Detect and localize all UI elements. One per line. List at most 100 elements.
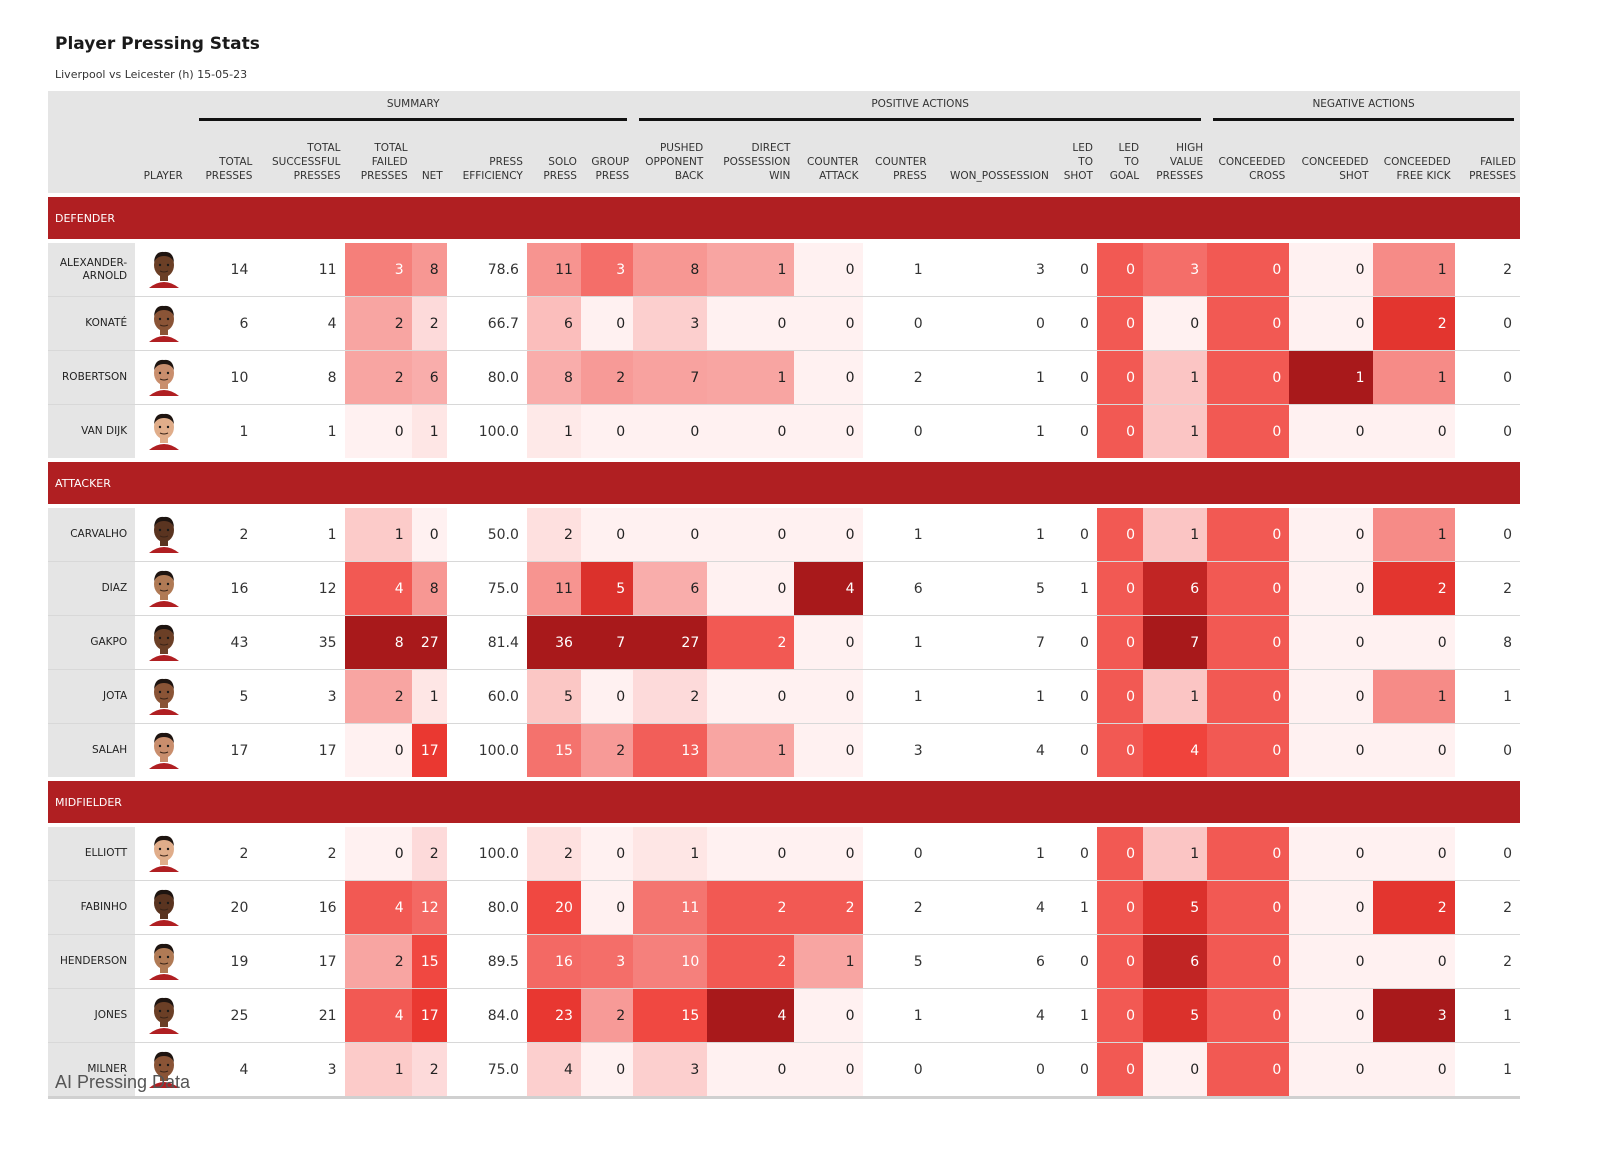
table-cell: 0: [1052, 934, 1097, 989]
table-cell: 2: [526, 825, 581, 881]
table-cell: 0: [1454, 723, 1520, 780]
player-name: JOTA: [48, 669, 136, 724]
table-cell: 0: [633, 404, 708, 461]
table-cell: 5: [930, 561, 1053, 616]
table-cell: 13: [633, 723, 708, 780]
table-cell: 4: [707, 988, 795, 1043]
player-photo: [135, 1042, 194, 1099]
table-row: MILNER 4 3 1 2 75.0 4 0 3 0 0 0 0 0 0 0 0 0 0 1: [48, 1042, 1520, 1099]
table-cell: 3: [633, 296, 708, 351]
column-header: WON_POSSESSION: [930, 121, 1053, 195]
column-header: COUNTER ATTACK: [794, 121, 863, 195]
table-cell: 1: [862, 988, 931, 1043]
table-cell: 0: [1052, 350, 1097, 405]
table-cell: 7: [633, 350, 708, 405]
table-cell: 1: [930, 825, 1053, 881]
table-cell: 0: [862, 296, 931, 351]
table-cell: 0: [1096, 1042, 1144, 1099]
table-cell: 0: [862, 825, 931, 881]
player-name: VAN DIJK: [48, 404, 136, 461]
table-cell: 0: [1052, 296, 1097, 351]
table-cell: 0: [1207, 1042, 1290, 1099]
table-cell: 0: [1207, 880, 1290, 935]
group-header-label: NEGATIVE ACTIONS: [1213, 97, 1514, 121]
table-cell: 7: [1143, 615, 1208, 670]
table-cell: 2: [707, 880, 795, 935]
table-cell: 1: [1372, 506, 1455, 562]
player-photo-icon: [149, 889, 180, 926]
table-cell: 0: [1372, 723, 1455, 780]
table-cell: 8: [411, 241, 447, 297]
table-cell: 0: [862, 1042, 931, 1099]
table-cell: 0: [794, 404, 863, 461]
table-cell: 0: [344, 723, 412, 780]
table-cell: 0: [794, 241, 863, 297]
player-photo: [135, 988, 194, 1043]
player-photo-icon: [149, 413, 180, 450]
table-cell: 0: [1096, 296, 1144, 351]
table-cell: 0: [1052, 1042, 1097, 1099]
table-cell: 1: [1143, 825, 1208, 881]
table-cell: 0: [344, 404, 412, 461]
player-photo-icon: [149, 570, 180, 607]
table-cell: 0: [1289, 669, 1373, 724]
column-header-row: PLAYER TOTAL PRESSES TOTAL SUCCESSFUL PRES…: [48, 121, 1520, 195]
table-cell: 0: [1372, 934, 1455, 989]
table-cell: 3: [344, 241, 412, 297]
table-row: ROBERTSON 10 8 2 6 80.0 8 2 7 1 0 2 1 0 0 1 0 1 1 0: [48, 350, 1520, 405]
table-cell: 0: [580, 825, 634, 881]
table-cell: 2: [1454, 934, 1520, 989]
player-photo-icon: [149, 943, 180, 980]
table-row: DIAZ 16 12 4 8 75.0 11 5 6 0 4 6 5 1 0 6 0 0 2 2: [48, 561, 1520, 616]
player-name: HENDERSON: [48, 934, 136, 989]
table-cell: 0: [1096, 506, 1144, 562]
table-row: HENDERSON 19 17 2 15 89.5 16 3 10 2 1 5 6 0 0 6 0 0 0 2: [48, 934, 1520, 989]
table-cell: 100.0: [446, 404, 527, 461]
table-cell: 0: [1207, 988, 1290, 1043]
table-cell: 0: [1372, 825, 1455, 881]
column-header: DIRECT POSSESSION WIN: [707, 121, 795, 195]
table-cell: 35: [256, 615, 345, 670]
group-header: NEGATIVE ACTIONS: [1207, 91, 1520, 121]
table-cell: 0: [580, 1042, 634, 1099]
table-cell: 1: [1143, 669, 1208, 724]
table-cell: 8: [1454, 615, 1520, 670]
table-cell: 2: [862, 350, 931, 405]
player-photo-icon: [149, 516, 180, 553]
table-cell: 1: [862, 669, 931, 724]
table-cell: 21: [256, 988, 345, 1043]
table-cell: 0: [1096, 615, 1144, 670]
table-cell: 8: [344, 615, 412, 670]
table-cell: 0: [1096, 241, 1144, 297]
column-header: CONCEEDED CROSS: [1207, 121, 1290, 195]
table-cell: 2: [193, 506, 257, 562]
column-header: TOTAL FAILED PRESSES: [344, 121, 412, 195]
player-photo-icon: [149, 359, 180, 396]
table-cell: 80.0: [446, 350, 527, 405]
column-header: COUNTER PRESS: [862, 121, 931, 195]
table-cell: 1: [1052, 561, 1097, 616]
table-cell: 0: [707, 825, 795, 881]
table-cell: 0: [1143, 1042, 1208, 1099]
table-cell: 7: [930, 615, 1053, 670]
player-photo: [135, 296, 194, 351]
table-cell: 15: [526, 723, 581, 780]
table-cell: 4: [930, 988, 1053, 1043]
table-cell: 1: [1143, 506, 1208, 562]
table-cell: 60.0: [446, 669, 527, 724]
table-cell: 0: [1052, 506, 1097, 562]
table-cell: 0: [1454, 506, 1520, 562]
table-cell: 0: [707, 1042, 795, 1099]
position-label: DEFENDER: [48, 193, 1520, 243]
table-cell: 0: [1289, 296, 1373, 351]
table-cell: 0: [1454, 296, 1520, 351]
table-cell: 0: [794, 296, 863, 351]
table-cell: 1: [862, 506, 931, 562]
table-cell: 0: [1289, 934, 1373, 989]
table-cell: 0: [930, 296, 1053, 351]
player-name: MILNER: [48, 1042, 136, 1099]
table-cell: 0: [707, 296, 795, 351]
column-header-player: PLAYER: [135, 121, 194, 195]
table-cell: 0: [1207, 669, 1290, 724]
player-photo: [135, 561, 194, 616]
